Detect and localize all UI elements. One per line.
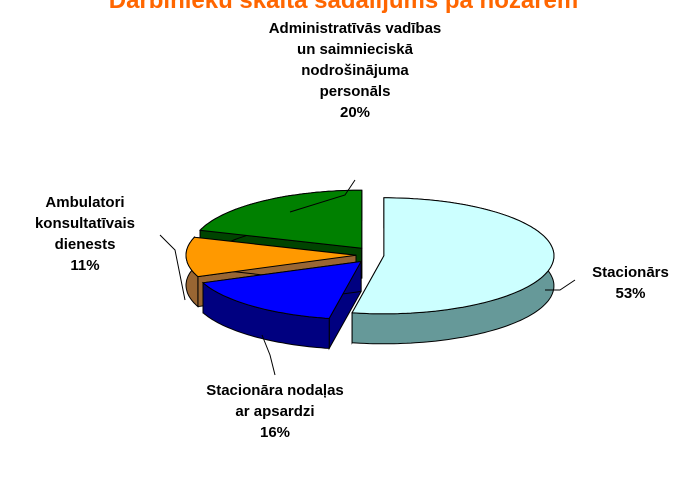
leader-line — [545, 279, 576, 291]
slice-label: Stacionāra nodaļas ar apsardzi 16% — [205, 380, 345, 443]
leader-lines — [159, 179, 576, 376]
value-label: 11% — [70, 257, 100, 274]
category-label: Stacionāra nodaļas ar apsardzi — [206, 382, 344, 420]
category-label: Ambulatori konsultatīvais dienests — [34, 194, 136, 253]
slice-top — [201, 260, 363, 319]
leader-line — [159, 234, 186, 301]
leader-line — [289, 179, 356, 213]
leader-line — [261, 334, 276, 376]
slice — [351, 197, 555, 345]
slice-label: Administratīvās vadības un saimnieciskā … — [265, 18, 445, 123]
slice-top — [351, 197, 555, 315]
value-label: 16% — [259, 424, 291, 441]
slice-label: Ambulatori konsultatīvais dienests 11% — [10, 192, 160, 276]
chart-title: Darbinieku skaita sadalījums pa nozarēm — [108, 0, 579, 14]
value-label: 53% — [615, 285, 646, 302]
category-label: Stacionārs — [592, 264, 669, 281]
value-label: 20% — [339, 104, 371, 121]
slice-top — [199, 189, 363, 249]
slice-label: Stacionārs 53% — [568, 262, 687, 304]
slice-top — [185, 236, 357, 278]
slice — [201, 259, 363, 351]
category-label: Administratīvās vadības un saimnieciskā … — [268, 20, 442, 100]
